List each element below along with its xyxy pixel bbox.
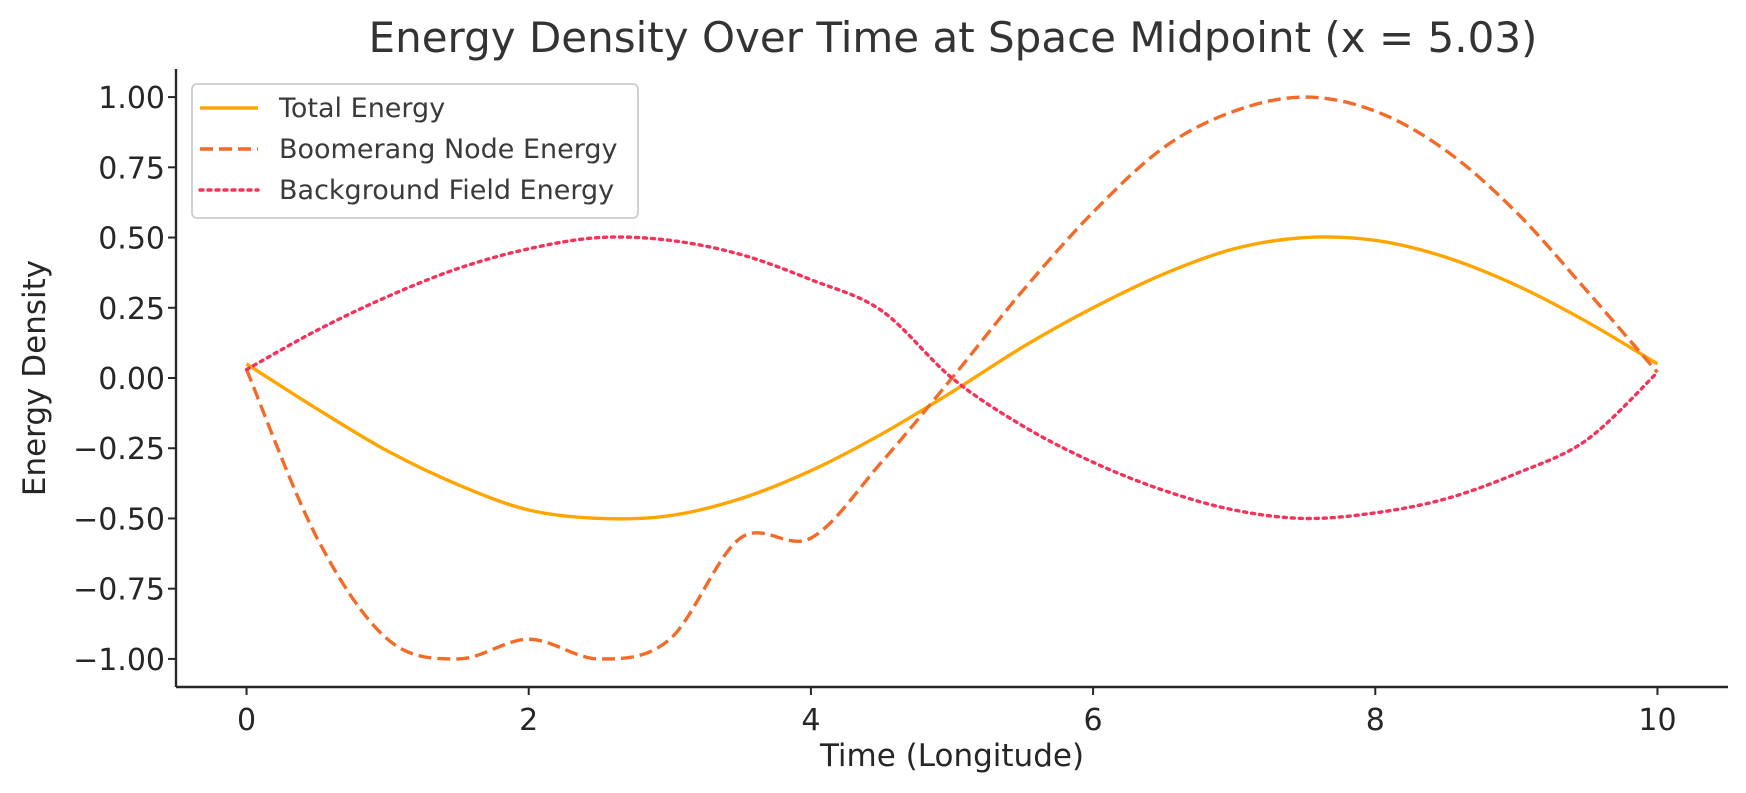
- y-tick-label: 0.25: [98, 292, 165, 327]
- y-tick-label: 1.00: [98, 81, 165, 116]
- y-tick-label: −1.00: [73, 643, 165, 678]
- legend-box: [191, 83, 639, 219]
- y-tick-label: −0.25: [73, 432, 165, 467]
- y-tick-label: 0.00: [98, 362, 165, 397]
- y-tick-label: 0.75: [98, 151, 165, 186]
- y-tick-label: −0.75: [73, 573, 165, 608]
- x-tick-label: 10: [1638, 703, 1676, 738]
- plot-area: [244, 95, 1660, 661]
- y-tick-label: −0.50: [73, 502, 165, 537]
- legend-label-total-energy: Total Energy: [278, 93, 445, 124]
- x-tick-label: 6: [1084, 703, 1103, 738]
- series-line-background-field-energy: [244, 235, 1660, 521]
- legend-label-boomerang-node-energy: Boomerang Node Energy: [279, 134, 618, 165]
- series-line-total-energy: [245, 235, 1659, 521]
- x-tick-label: 2: [519, 703, 538, 738]
- ticks: 0 2 4 6 8 10 1.00 0.75 0.50 0.25 0.00 −0.25 −0.50 −0.…: [73, 81, 1676, 738]
- legend: Total Energy Boomerang Node Energy Backgro…: [191, 83, 639, 219]
- y-axis-label: Energy Density: [17, 260, 53, 496]
- x-tick-label: 0: [237, 703, 256, 738]
- chart-title: Energy Density Over Time at Space Midpoi…: [369, 13, 1538, 62]
- series-line-boomerang-node-energy: [244, 95, 1659, 661]
- legend-label-background-field-energy: Background Field Energy: [279, 175, 614, 206]
- x-tick-label: 4: [801, 703, 820, 738]
- x-tick-label: 8: [1366, 703, 1385, 738]
- y-tick-label: 0.50: [98, 222, 165, 257]
- x-axis-label: Time (Longitude): [819, 738, 1084, 774]
